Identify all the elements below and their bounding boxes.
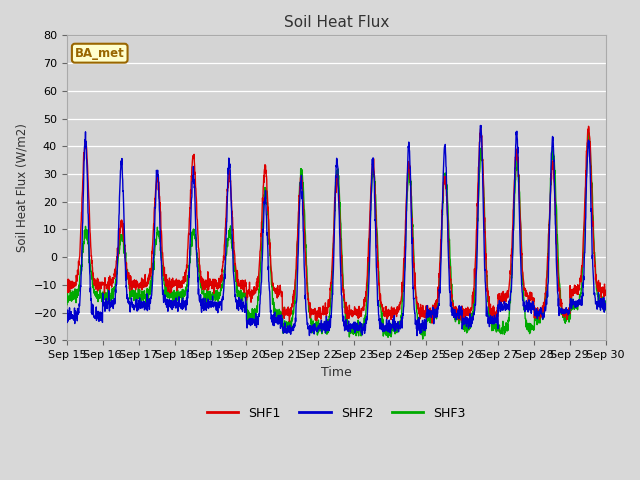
Title: Soil Heat Flux: Soil Heat Flux [284,15,389,30]
X-axis label: Time: Time [321,366,351,379]
Text: BA_met: BA_met [75,47,125,60]
Legend: SHF1, SHF2, SHF3: SHF1, SHF2, SHF3 [202,402,470,425]
Y-axis label: Soil Heat Flux (W/m2): Soil Heat Flux (W/m2) [15,123,28,252]
